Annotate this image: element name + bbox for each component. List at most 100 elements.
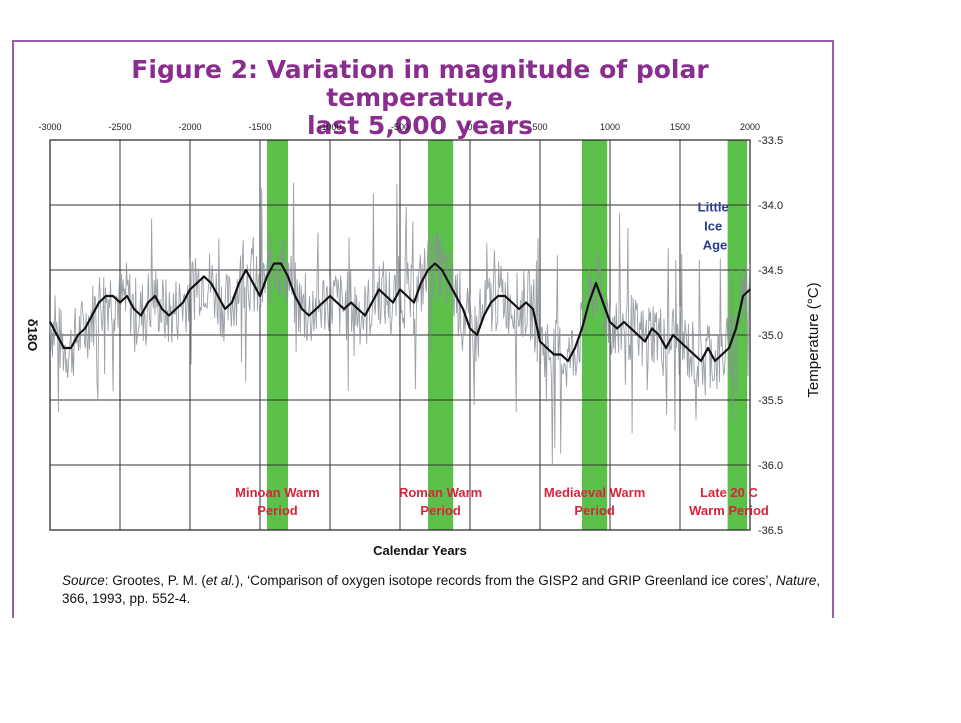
chart-title-line1: Figure 2: Variation in magnitude of pola…: [131, 55, 709, 112]
data-point: [553, 353, 555, 356]
data-point: [637, 334, 639, 336]
data-point: [462, 308, 464, 310]
data-point: [385, 295, 387, 297]
data-point: [686, 347, 688, 349]
warm-period-label-line1: Minoan Warm: [235, 485, 320, 500]
data-point: [602, 301, 604, 304]
data-point: [126, 295, 128, 297]
data-point: [672, 334, 674, 336]
data-point: [63, 347, 65, 349]
data-point: [539, 340, 541, 343]
data-point: [728, 347, 730, 349]
data-point: [504, 295, 506, 297]
data-point: [469, 327, 471, 330]
warm-period-label-line1: Mediaeval Warm: [544, 485, 645, 500]
data-point: [665, 347, 667, 349]
data-point: [434, 262, 436, 265]
data-point: [343, 308, 345, 310]
data-point: [49, 321, 51, 323]
x-tick-label-6: 0: [467, 122, 472, 132]
figure-frame: [12, 40, 834, 618]
data-point: [140, 314, 142, 317]
data-point: [119, 301, 121, 304]
data-point: [154, 295, 156, 297]
data-point: [406, 295, 408, 297]
data-point: [182, 301, 184, 304]
data-point: [560, 353, 562, 356]
y-tick-label-1: -34.0: [758, 200, 783, 212]
warm-period-label-line1: Late 20 C: [700, 485, 758, 500]
x-tick-label-0: -3000: [38, 122, 61, 132]
data-point: [735, 327, 737, 330]
data-point: [77, 334, 79, 336]
data-point: [98, 301, 100, 304]
data-point: [84, 327, 86, 330]
x-tick-label-3: -1500: [248, 122, 271, 132]
data-point: [378, 288, 380, 291]
data-point: [455, 295, 457, 297]
data-point: [742, 295, 744, 297]
data-point: [413, 301, 415, 304]
data-point: [189, 288, 191, 291]
data-point: [490, 301, 492, 304]
data-point: [322, 301, 324, 304]
data-point: [238, 282, 240, 284]
data-point: [308, 314, 310, 317]
x-tick-label-2: -2000: [178, 122, 201, 132]
x-tick-label-9: 1500: [670, 122, 690, 132]
data-point: [623, 321, 625, 323]
source-text-a: : Grootes, P. M. (: [104, 573, 206, 588]
data-point: [420, 282, 422, 284]
warm-period-label-line2: Period: [420, 503, 461, 518]
data-point: [511, 301, 513, 304]
data-point: [392, 301, 394, 304]
warm-period-label-line2: Period: [257, 503, 298, 518]
data-point: [441, 269, 443, 271]
data-point: [133, 308, 135, 310]
data-point: [448, 282, 450, 284]
data-point: [91, 314, 93, 317]
data-point: [532, 308, 534, 310]
raw-series-line: [49, 182, 751, 465]
x-tick-label-7: 500: [532, 122, 547, 132]
data-point: [371, 301, 373, 304]
source-text-b: ), ‘Comparison of oxygen isotope records…: [235, 573, 776, 588]
data-point: [574, 347, 576, 349]
x-tick-label-1: -2500: [108, 122, 131, 132]
y-tick-label-0: -33.5: [758, 135, 783, 147]
data-point: [168, 314, 170, 317]
warm-period-label-line2: Period: [574, 503, 615, 518]
data-point: [693, 353, 695, 356]
data-point: [609, 321, 611, 323]
source-journal: Nature: [775, 573, 817, 588]
source-et-al: et al.: [205, 573, 236, 588]
data-point: [231, 301, 233, 304]
data-point: [301, 308, 303, 310]
data-point: [280, 262, 282, 265]
data-point: [581, 327, 583, 330]
warm-period-label-1: Roman Warm Period: [399, 485, 482, 518]
data-point: [350, 301, 352, 304]
data-point: [707, 347, 709, 349]
warm-period-label-line2: Warm Period: [689, 503, 769, 518]
data-point: [357, 308, 359, 310]
data-point: [259, 295, 261, 297]
data-point: [595, 282, 597, 284]
y-axis-label-left: δ18O: [25, 319, 40, 351]
data-point: [749, 288, 751, 291]
data-point: [497, 295, 499, 297]
data-point: [658, 334, 660, 336]
data-point: [70, 347, 72, 349]
warm-period-label-2: Mediaeval Warm Period: [544, 485, 645, 518]
data-point: [294, 295, 296, 297]
warm-period-label-line1: Roman Warm: [399, 485, 482, 500]
lia-line2: Ice: [704, 219, 722, 234]
lia-line1: Little: [698, 200, 729, 215]
data-point: [679, 340, 681, 343]
data-point: [525, 301, 527, 304]
data-point: [616, 327, 618, 330]
x-tick-label-10: 2000: [740, 122, 760, 132]
x-axis-label: Calendar Years: [373, 543, 467, 558]
data-point: [175, 308, 177, 310]
